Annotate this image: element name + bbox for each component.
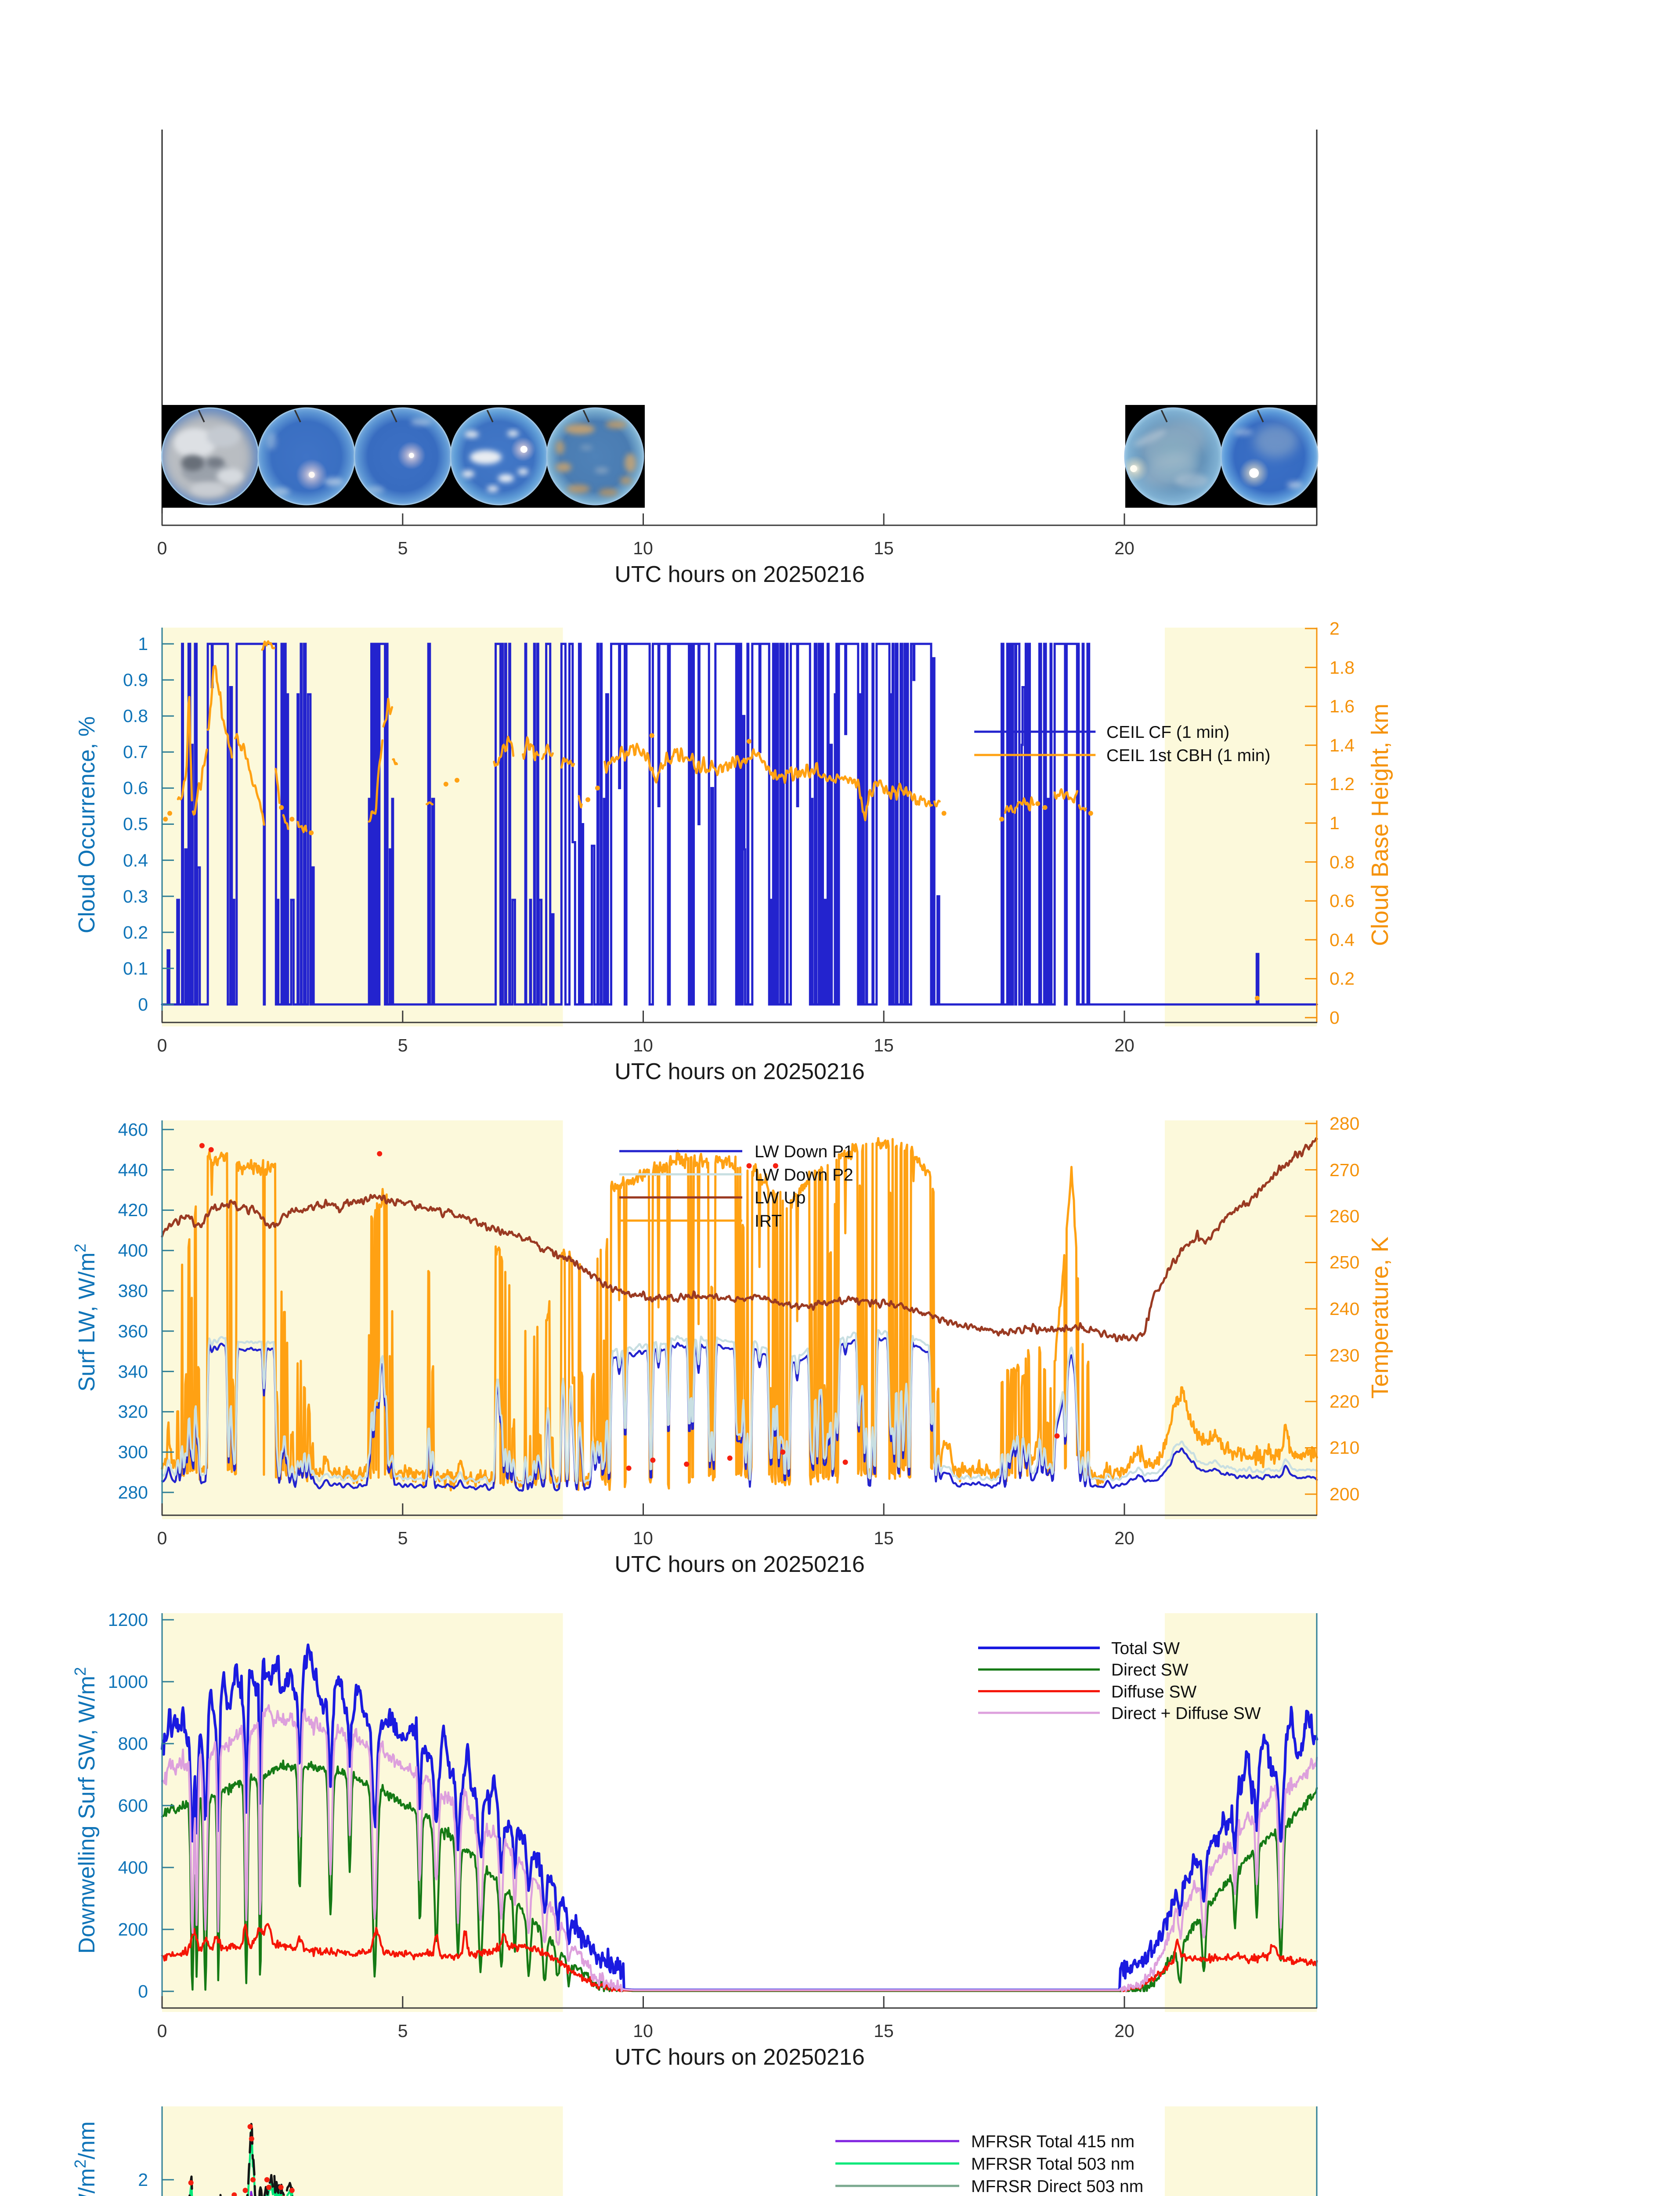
svg-text:20: 20 xyxy=(1114,2021,1134,2041)
svg-text:200: 200 xyxy=(1330,1484,1359,1504)
svg-text:Surf LW, W/m2: Surf LW, W/m2 xyxy=(71,1244,100,1392)
svg-text:Downwelling Narrowband, W/m2/n: Downwelling Narrowband, W/m2/nm xyxy=(71,2121,100,2196)
svg-text:UTC hours on 20250216: UTC hours on 20250216 xyxy=(614,1552,865,1577)
svg-text:1200: 1200 xyxy=(108,1610,148,1630)
svg-text:UTC hours on 20250216: UTC hours on 20250216 xyxy=(614,1059,865,1084)
svg-text:420: 420 xyxy=(118,1200,148,1220)
svg-text:15: 15 xyxy=(874,1528,894,1548)
svg-text:LW Down P2: LW Down P2 xyxy=(755,1166,853,1185)
svg-text:CEIL 1st CBH (1 min): CEIL 1st CBH (1 min) xyxy=(1106,746,1270,765)
svg-text:UTC hours on 20250216: UTC hours on 20250216 xyxy=(614,562,865,587)
svg-text:Diffuse SW: Diffuse SW xyxy=(1111,1683,1197,1701)
svg-text:LW Down P1: LW Down P1 xyxy=(755,1142,853,1161)
svg-text:Temperature, K: Temperature, K xyxy=(1367,1236,1393,1398)
svg-text:260: 260 xyxy=(1330,1206,1359,1226)
svg-text:380: 380 xyxy=(118,1281,148,1301)
svg-text:20: 20 xyxy=(1114,1528,1134,1548)
svg-text:0.6: 0.6 xyxy=(1330,891,1355,911)
svg-text:2: 2 xyxy=(138,2170,148,2190)
svg-text:0.9: 0.9 xyxy=(123,670,148,690)
svg-text:0.8: 0.8 xyxy=(123,706,148,726)
svg-text:MFRSR Direct 503 nm: MFRSR Direct 503 nm xyxy=(971,2177,1143,2196)
svg-text:0: 0 xyxy=(138,994,148,1015)
svg-text:1000: 1000 xyxy=(108,1672,148,1692)
svg-text:MFRSR Total 415 nm: MFRSR Total 415 nm xyxy=(971,2132,1134,2151)
svg-text:230: 230 xyxy=(1330,1345,1359,1365)
svg-text:0.4: 0.4 xyxy=(123,850,148,870)
svg-text:0: 0 xyxy=(157,2021,167,2041)
svg-text:1.6: 1.6 xyxy=(1330,696,1355,716)
svg-text:Cloud Base Height, km: Cloud Base Height, km xyxy=(1367,704,1393,946)
svg-text:Downwelling Surf SW, W/m2: Downwelling Surf SW, W/m2 xyxy=(71,1667,100,1954)
svg-text:0.1: 0.1 xyxy=(123,958,148,979)
svg-text:240: 240 xyxy=(1330,1299,1359,1319)
svg-text:0.4: 0.4 xyxy=(1330,930,1355,950)
svg-text:440: 440 xyxy=(118,1160,148,1180)
svg-text:UTC hours on 20250216: UTC hours on 20250216 xyxy=(614,2044,865,2070)
svg-text:0: 0 xyxy=(157,1528,167,1548)
svg-text:220: 220 xyxy=(1330,1391,1359,1412)
svg-text:10: 10 xyxy=(633,2021,653,2041)
svg-text:5: 5 xyxy=(398,1035,408,1055)
svg-text:0: 0 xyxy=(157,1035,167,1055)
svg-text:320: 320 xyxy=(118,1401,148,1422)
svg-text:0: 0 xyxy=(1330,1008,1340,1028)
svg-text:800: 800 xyxy=(118,1734,148,1754)
svg-text:360: 360 xyxy=(118,1321,148,1341)
svg-text:0: 0 xyxy=(138,1981,148,2001)
svg-text:10: 10 xyxy=(633,1528,653,1548)
svg-text:IRT: IRT xyxy=(755,1212,782,1231)
svg-text:1.2: 1.2 xyxy=(1330,774,1355,794)
svg-text:15: 15 xyxy=(874,538,894,558)
svg-text:280: 280 xyxy=(1330,1113,1359,1134)
svg-text:Direct SW: Direct SW xyxy=(1111,1661,1189,1680)
svg-text:CEIL CF (1 min): CEIL CF (1 min) xyxy=(1106,723,1229,742)
svg-text:400: 400 xyxy=(118,1240,148,1261)
svg-text:250: 250 xyxy=(1330,1252,1359,1272)
svg-text:15: 15 xyxy=(874,2021,894,2041)
svg-text:2: 2 xyxy=(1330,618,1340,639)
svg-text:210: 210 xyxy=(1330,1438,1359,1458)
svg-text:15: 15 xyxy=(874,1035,894,1055)
svg-text:MFRSR Total 503 nm: MFRSR Total 503 nm xyxy=(971,2155,1134,2174)
svg-text:0.2: 0.2 xyxy=(123,922,148,943)
svg-text:Direct + Diffuse SW: Direct + Diffuse SW xyxy=(1111,1704,1261,1723)
svg-text:0: 0 xyxy=(157,538,167,558)
svg-text:460: 460 xyxy=(118,1120,148,1140)
svg-text:1: 1 xyxy=(138,634,148,654)
svg-text:5: 5 xyxy=(398,538,408,558)
svg-text:0.8: 0.8 xyxy=(1330,852,1355,872)
svg-text:200: 200 xyxy=(118,1919,148,1940)
svg-text:0.7: 0.7 xyxy=(123,742,148,762)
svg-text:5: 5 xyxy=(398,2021,408,2041)
svg-text:10: 10 xyxy=(633,538,653,558)
svg-text:Cloud Occurrence, %: Cloud Occurrence, % xyxy=(74,716,100,933)
svg-text:1.4: 1.4 xyxy=(1330,735,1355,755)
svg-text:10: 10 xyxy=(633,1035,653,1055)
svg-text:Total SW: Total SW xyxy=(1111,1639,1180,1658)
svg-text:0.2: 0.2 xyxy=(1330,968,1355,989)
svg-text:300: 300 xyxy=(118,1442,148,1462)
svg-text:0.5: 0.5 xyxy=(123,814,148,834)
svg-text:270: 270 xyxy=(1330,1160,1359,1180)
svg-text:LW Up: LW Up xyxy=(755,1188,806,1207)
svg-text:600: 600 xyxy=(118,1795,148,1816)
svg-text:5: 5 xyxy=(398,1528,408,1548)
svg-text:0.6: 0.6 xyxy=(123,778,148,798)
svg-text:1: 1 xyxy=(1330,813,1340,833)
svg-text:0.3: 0.3 xyxy=(123,886,148,907)
svg-text:280: 280 xyxy=(118,1482,148,1503)
svg-text:20: 20 xyxy=(1114,1035,1134,1055)
svg-text:400: 400 xyxy=(118,1857,148,1878)
svg-text:20: 20 xyxy=(1114,538,1134,558)
svg-text:1.8: 1.8 xyxy=(1330,657,1355,678)
svg-text:340: 340 xyxy=(118,1362,148,1382)
